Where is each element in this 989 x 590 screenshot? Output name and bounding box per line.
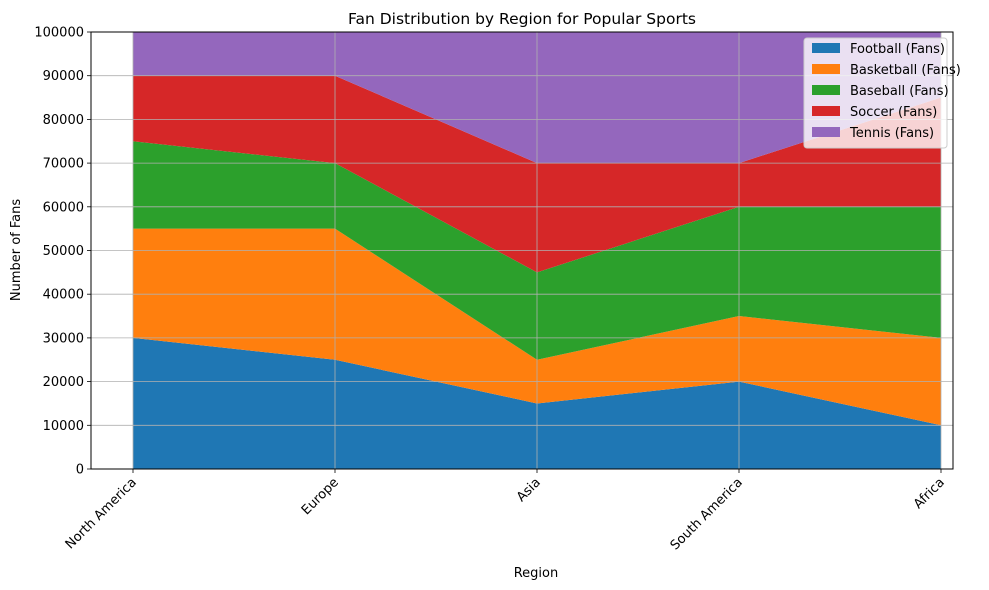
y-tick-label: 100000 [34,26,84,41]
y-tick-label: 0 [76,463,84,478]
legend-swatch-football-fans [812,43,840,53]
y-tick-label: 60000 [43,200,84,215]
y-tick-label: 50000 [43,244,84,259]
legend-swatch-basketball-fans [812,64,840,74]
y-tick-label: 70000 [43,157,84,172]
legend-label-baseball-fans: Baseball (Fans) [850,84,949,99]
y-tick-label: 30000 [43,331,84,346]
legend: Football (Fans) Basketball (Fans) Baseball… [803,37,961,149]
legend-label-basketball-fans: Basketball (Fans) [850,63,961,78]
y-tick-label: 40000 [43,288,84,303]
y-tick-label: 20000 [43,375,84,390]
y-tick-label: 10000 [43,419,84,434]
legend-label-soccer-fans: Soccer (Fans) [850,105,937,120]
y-axis: 0 10000 20000 30000 40000 50000 60000 70000 8000… [34,26,91,478]
legend-label-football-fans: Football (Fans) [850,42,945,57]
x-axis-label: Region [514,566,559,581]
y-tick-label: 80000 [43,113,84,128]
y-tick-label: 90000 [43,69,84,84]
legend-swatch-tennis-fans [812,127,840,137]
y-axis-label: Number of Fans [9,199,24,302]
legend-swatch-baseball-fans [812,85,840,95]
chart-title: Fan Distribution by Region for Popular S… [348,10,696,28]
legend-label-tennis-fans: Tennis (Fans) [849,126,934,141]
legend-swatch-soccer-fans [812,106,840,116]
